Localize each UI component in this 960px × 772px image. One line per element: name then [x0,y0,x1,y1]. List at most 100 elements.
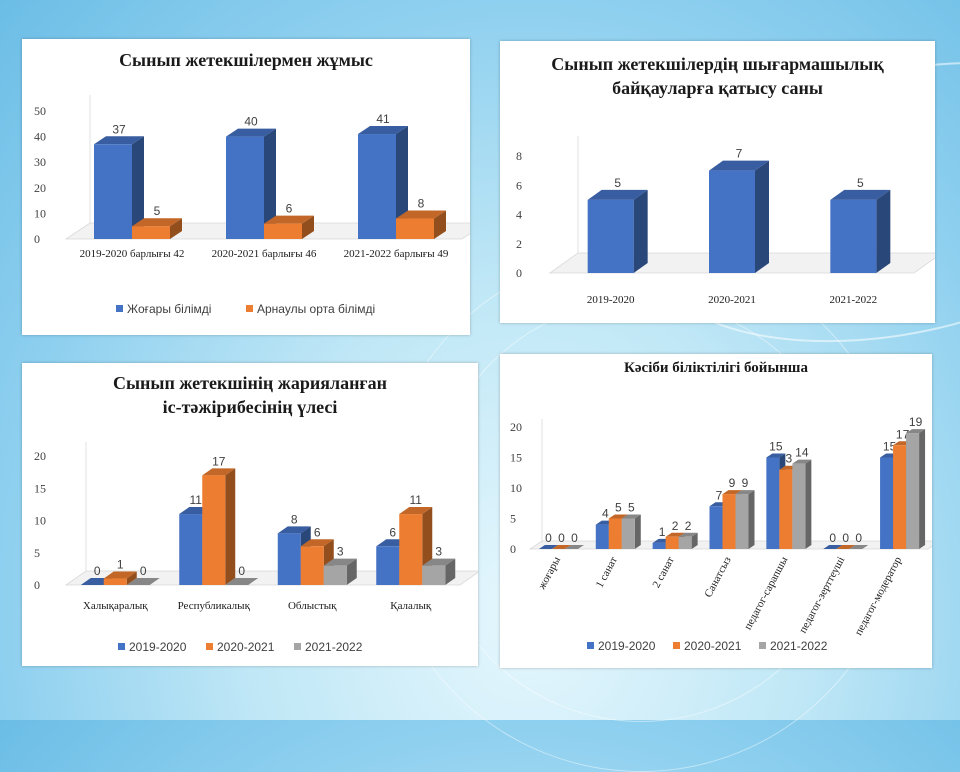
bar [792,463,806,549]
y-tick-label: 30 [34,155,46,169]
data-label: 6 [286,202,293,216]
bar [608,518,622,549]
y-tick-label: 40 [34,130,46,144]
bar [399,514,423,585]
data-label: 3 [435,545,442,559]
bar-side [919,429,926,549]
bar [132,226,170,239]
data-label: 6 [389,525,396,539]
bar-top [678,532,698,537]
y-tick-label: 4 [516,208,522,222]
chart-class-teachers-svg: Сынып жетекшілермен жұмыс 0 10 20 30 40 50 37 5 2… [34,50,470,316]
bar-side [876,189,891,273]
y-tick-label: 2 [516,237,522,251]
bar [376,546,400,585]
bar-top [608,514,628,519]
data-label: 0 [558,531,565,545]
x-category-label: 2019-2020 барлығы 42 [80,248,185,260]
bar [396,218,434,239]
bar [179,514,203,585]
x-category-label: педагог-модератор [853,554,905,637]
bar-top [792,459,812,464]
bar [652,542,666,549]
bar-top [551,545,571,549]
y-tick-label: 15 [510,451,522,465]
bar-top [226,128,276,137]
bar [766,457,780,549]
bar-side [634,514,641,549]
chart-panel-published-experience: Сынып жетекшінің жарияланған іс-тәжірибес… [22,363,478,666]
bar-top [225,578,259,585]
bar-side [302,215,314,239]
y-tick-label: 0 [516,266,522,280]
bar [277,533,301,585]
bar-top [538,545,558,549]
x-category-label: педагог-сарапшы [742,554,791,632]
bar-side [225,468,236,585]
legend-swatch [673,642,680,649]
bar-top [587,189,648,200]
data-label: 9 [729,476,736,490]
chart-title: Сынып жетекшілердің шығармашылық [551,54,884,74]
x-category-label: Облыстық [288,600,337,612]
bar-top [358,126,408,135]
y-tick-label: 0 [510,542,516,556]
bar [103,578,127,585]
legend-label: 2019-2020 [129,640,187,654]
x-category-label: 2021-2022 барлығы 49 [344,248,449,260]
bar-side [755,160,769,273]
data-label: 1 [659,525,666,539]
y-tick-label: 5 [34,546,40,560]
x-category-label: Халықаралық [83,600,148,612]
x-category-label: Санатсыз [702,555,733,600]
bar [358,134,396,239]
x-category-label: Республикалық [178,600,251,612]
bar-top [564,545,584,549]
legend-label: 2021-2022 [305,640,363,654]
legend-label: Арнаулы орта білімді [257,302,375,316]
bar [323,565,347,585]
bar [678,536,692,549]
bar [906,433,920,549]
data-label: 3 [337,545,344,559]
legend-label: 2019-2020 [598,639,656,653]
chart-title: Сынып жетекшінің жарияланған [113,373,387,393]
bar-side [805,459,812,549]
chart-title: Сынып жетекшілермен жұмыс [119,50,373,70]
x-category-label: 1 санат [594,555,620,590]
bar-side [633,189,648,273]
y-tick-label: 20 [510,420,522,434]
data-label: 9 [742,476,749,490]
bar [300,546,324,585]
bar-side [170,218,182,239]
bar [779,469,793,549]
bar-top [132,218,182,227]
chart-published-experience-svg: Сынып жетекшінің жарияланған іс-тәжірибес… [34,373,478,654]
x-category-label: 2020-2021 барлығы 46 [212,248,317,260]
bar [709,170,755,273]
bar-top [766,453,786,458]
bar [735,494,749,549]
legend-label: 2020-2021 [684,639,742,653]
data-label: 8 [418,197,425,211]
x-category-label: 2 санат [650,555,676,590]
bar-side [445,558,456,585]
bar-top [94,136,144,145]
data-label: 5 [614,176,621,190]
data-label: 4 [602,507,609,521]
bar-top [277,526,311,534]
y-tick-label: 10 [34,514,46,528]
bar [422,565,446,585]
legend-swatch [246,305,253,312]
legend-swatch [759,642,766,649]
bar-top [300,539,334,547]
x-category-label: 2020-2021 [708,294,756,306]
bar-top [722,490,742,495]
data-label: 0 [238,564,245,578]
bar-top [621,514,641,519]
bar-top [396,210,446,219]
bar-top [323,558,357,566]
y-tick-label: 0 [34,578,40,592]
data-label: 0 [140,564,147,578]
